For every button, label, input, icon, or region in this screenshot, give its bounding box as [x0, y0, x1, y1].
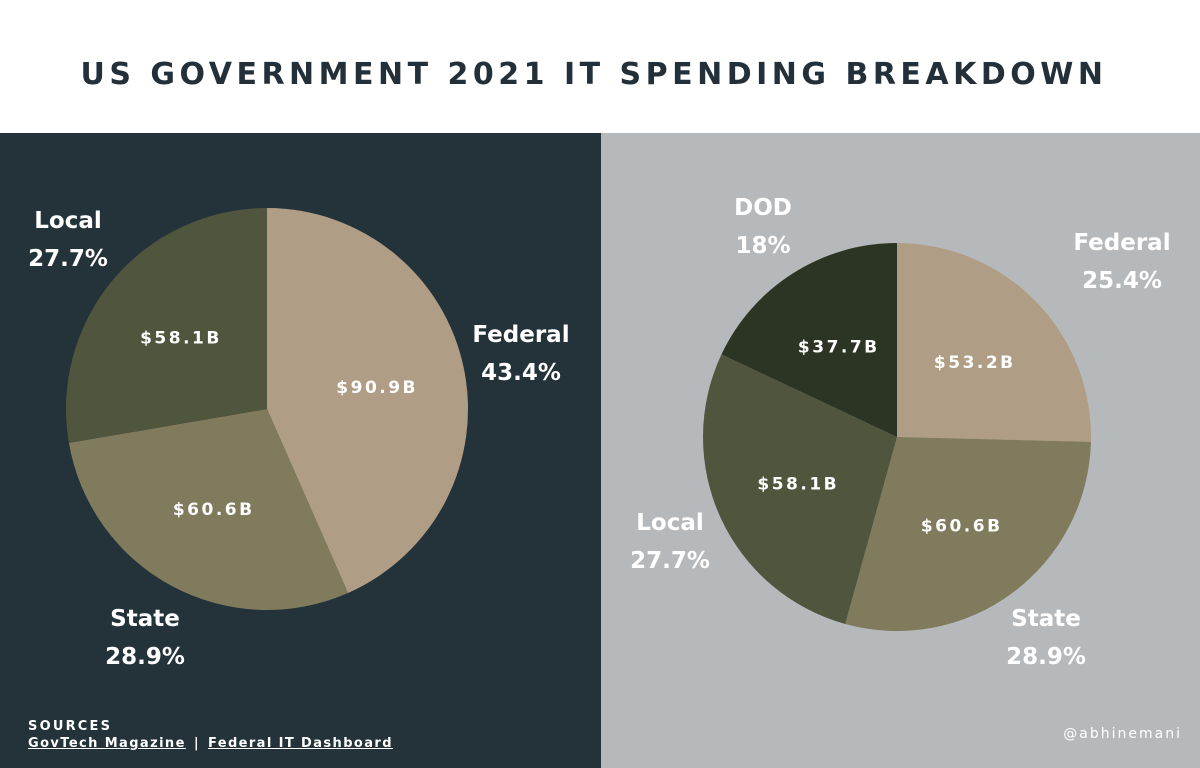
pie-slice-local — [703, 354, 897, 624]
value-label-state: $60.6B — [173, 500, 255, 520]
percent-label-dod: 18% — [735, 233, 790, 259]
value-label-local: $58.1B — [757, 474, 839, 494]
category-label-dod: DOD — [734, 195, 792, 221]
category-label-federal: Federal — [472, 322, 569, 348]
percent-label-state: 28.9% — [105, 644, 185, 670]
source-separator: | — [193, 736, 200, 751]
pie-slice-state — [68, 409, 348, 611]
percent-label-state: 28.9% — [1006, 644, 1086, 670]
category-label-state: State — [1011, 606, 1081, 632]
percent-label-local: 27.7% — [28, 246, 108, 272]
pie-slice-federal — [897, 243, 1091, 442]
pie-slice-state — [845, 437, 1091, 631]
sources-heading: SOURCES — [28, 719, 113, 734]
percent-label-local: 27.7% — [630, 548, 710, 574]
percent-label-federal: 43.4% — [481, 360, 561, 386]
category-label-local: Local — [636, 510, 704, 536]
value-label-state: $60.6B — [921, 516, 1003, 536]
pie-slice-federal — [267, 208, 468, 593]
pie-slice-dod — [721, 243, 897, 437]
category-label-federal: Federal — [1073, 230, 1170, 256]
value-label-federal: $53.2B — [934, 353, 1016, 373]
sources-links: GovTech Magazine | Federal IT Dashboard — [28, 736, 393, 751]
page-title: US GOVERNMENT 2021 IT SPENDING BREAKDOWN — [80, 57, 1108, 92]
source-link-govtech[interactable]: GovTech Magazine — [28, 736, 186, 751]
value-label-dod: $37.7B — [798, 337, 880, 357]
pie-slice-local — [66, 208, 268, 443]
category-label-state: State — [110, 606, 180, 632]
source-link-federal-it-dashboard[interactable]: Federal IT Dashboard — [207, 736, 393, 751]
header: US GOVERNMENT 2021 IT SPENDING BREAKDOWN — [0, 0, 1200, 133]
author-handle: @abhinemani — [1063, 726, 1182, 742]
percent-label-federal: 25.4% — [1082, 268, 1162, 294]
category-label-local: Local — [34, 208, 102, 234]
value-label-federal: $90.9B — [336, 378, 418, 398]
value-label-local: $58.1B — [140, 328, 222, 348]
